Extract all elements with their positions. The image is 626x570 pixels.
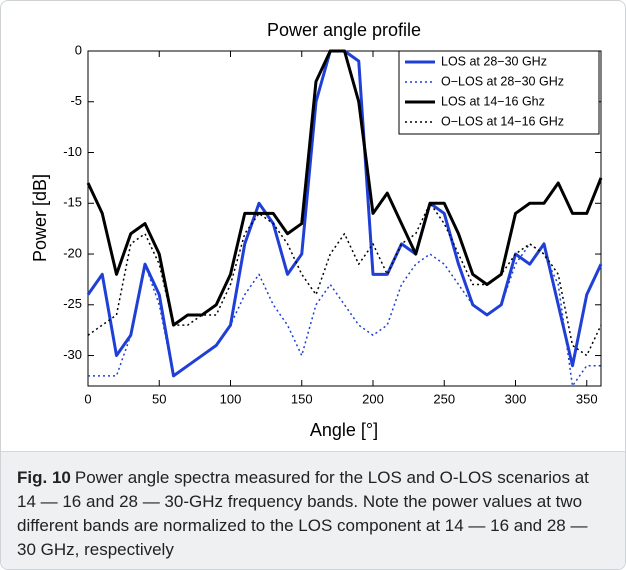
x-tick-label: 300 bbox=[505, 391, 527, 406]
series-line bbox=[87, 202, 602, 357]
x-axis-label: Angle [°] bbox=[310, 420, 378, 440]
legend-label: O−LOS at 28−30 GHz bbox=[441, 74, 564, 88]
caption-label: Fig. 10 bbox=[17, 468, 71, 487]
y-tick-label: -20 bbox=[63, 245, 82, 260]
x-tick-label: 350 bbox=[576, 391, 598, 406]
y-tick-label: 0 bbox=[75, 42, 82, 57]
y-tick-label: -30 bbox=[63, 347, 82, 362]
caption: Fig. 10 Power angle spectra measured for … bbox=[1, 451, 625, 569]
legend-label: LOS at 14−16 Ghz bbox=[441, 94, 545, 108]
chart: Power angle profile Angle [°] Power [dB]… bbox=[30, 20, 603, 440]
chart-title: Power angle profile bbox=[267, 20, 421, 40]
legend-label: LOS at 28−30 GHz bbox=[441, 54, 547, 68]
y-tick-label: -5 bbox=[70, 93, 82, 108]
legend-box bbox=[398, 50, 600, 135]
legend-label: O−LOS at 14−16 GHz bbox=[441, 114, 564, 128]
x-tick-label: 250 bbox=[433, 391, 455, 406]
caption-text: Power angle spectra measured for the LOS… bbox=[17, 468, 589, 559]
x-tick-label: 200 bbox=[362, 391, 384, 406]
y-tick-label: -25 bbox=[63, 296, 82, 311]
x-tick-label: 150 bbox=[291, 391, 313, 406]
x-tick-label: 0 bbox=[84, 391, 91, 406]
x-tick-label: 50 bbox=[152, 391, 166, 406]
y-axis-label: Power [dB] bbox=[30, 174, 50, 262]
y-tick-label: -15 bbox=[63, 195, 82, 210]
y-tick-label: -10 bbox=[63, 144, 82, 159]
x-tick-label: 100 bbox=[220, 391, 242, 406]
